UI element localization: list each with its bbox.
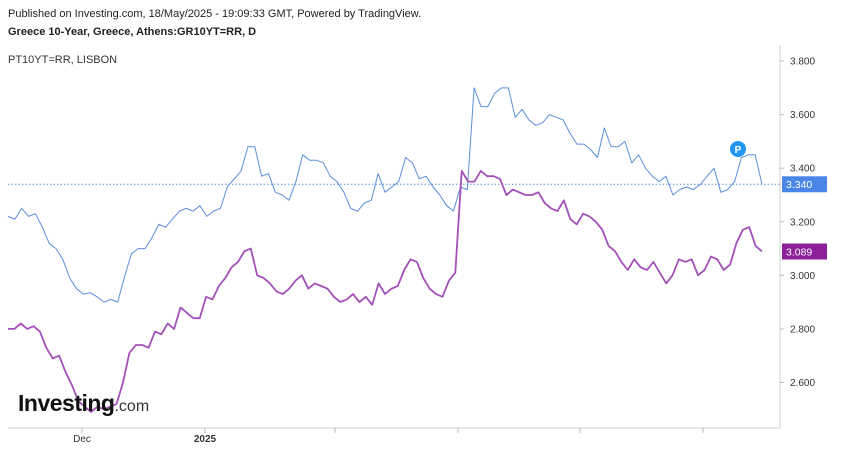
last-value-label: 3.089 <box>786 246 812 258</box>
y-tick-label: 3.000 <box>790 271 815 282</box>
logo-text: Investing <box>18 390 115 416</box>
last-value-badge <box>782 176 827 193</box>
y-axis-ticks: 2.600 2.800 3.000 3.200 3.400 3.600 3.800 <box>780 57 815 389</box>
y-tick-label: 3.600 <box>790 110 815 121</box>
comparison-label: PT10YT=RR, LISBON <box>8 54 118 66</box>
series-lines <box>7 87 780 413</box>
last-value-label: 3.340 <box>786 179 812 191</box>
y-tick-label: 2.800 <box>790 324 815 335</box>
y-tick-label: 2.600 <box>790 378 815 389</box>
marker-label: P <box>735 145 742 156</box>
last-value-badge <box>782 243 827 260</box>
y-tick-label: 3.200 <box>790 217 815 228</box>
series-line-portugal <box>8 169 763 413</box>
last-value-badges: 3.340 3.089 <box>782 176 827 260</box>
y-tick-label: 3.400 <box>790 164 815 175</box>
y-tick-label: 3.800 <box>790 57 815 68</box>
event-marker[interactable]: P <box>730 141 746 157</box>
x-tick-label: 2025 <box>194 434 217 445</box>
logo-suffix: .com <box>114 398 150 415</box>
series-line-greece <box>7 87 763 303</box>
x-axis-ticks: Dec 2025 <box>73 428 704 445</box>
investing-logo[interactable]: Investing.com <box>18 390 149 417</box>
chart-title: Greece 10-Year, Greece, Athens:GR10YT=RR… <box>8 26 257 38</box>
x-tick-label: Dec <box>73 434 91 445</box>
marker-circle[interactable] <box>730 141 746 157</box>
published-line: Published on Investing.com, 18/May/2025 … <box>8 8 422 20</box>
